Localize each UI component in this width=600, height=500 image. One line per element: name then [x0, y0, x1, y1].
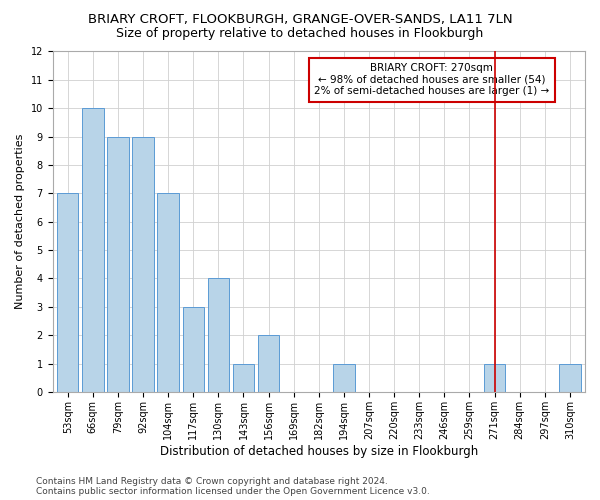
Text: BRIARY CROFT, FLOOKBURGH, GRANGE-OVER-SANDS, LA11 7LN: BRIARY CROFT, FLOOKBURGH, GRANGE-OVER-SA… [88, 12, 512, 26]
X-axis label: Distribution of detached houses by size in Flookburgh: Distribution of detached houses by size … [160, 444, 478, 458]
Text: Contains HM Land Registry data © Crown copyright and database right 2024.
Contai: Contains HM Land Registry data © Crown c… [36, 476, 430, 496]
Y-axis label: Number of detached properties: Number of detached properties [15, 134, 25, 310]
Bar [233, 364, 254, 392]
Bar [157, 194, 179, 392]
Bar [107, 136, 128, 392]
Bar [57, 194, 79, 392]
Text: Size of property relative to detached houses in Flookburgh: Size of property relative to detached ho… [116, 28, 484, 40]
Bar [182, 307, 204, 392]
Bar [82, 108, 104, 392]
Bar [559, 364, 581, 392]
Bar [333, 364, 355, 392]
Bar [133, 136, 154, 392]
Bar [484, 364, 505, 392]
Text: BRIARY CROFT: 270sqm
← 98% of detached houses are smaller (54)
2% of semi-detach: BRIARY CROFT: 270sqm ← 98% of detached h… [314, 64, 550, 96]
Bar [258, 335, 279, 392]
Bar [208, 278, 229, 392]
